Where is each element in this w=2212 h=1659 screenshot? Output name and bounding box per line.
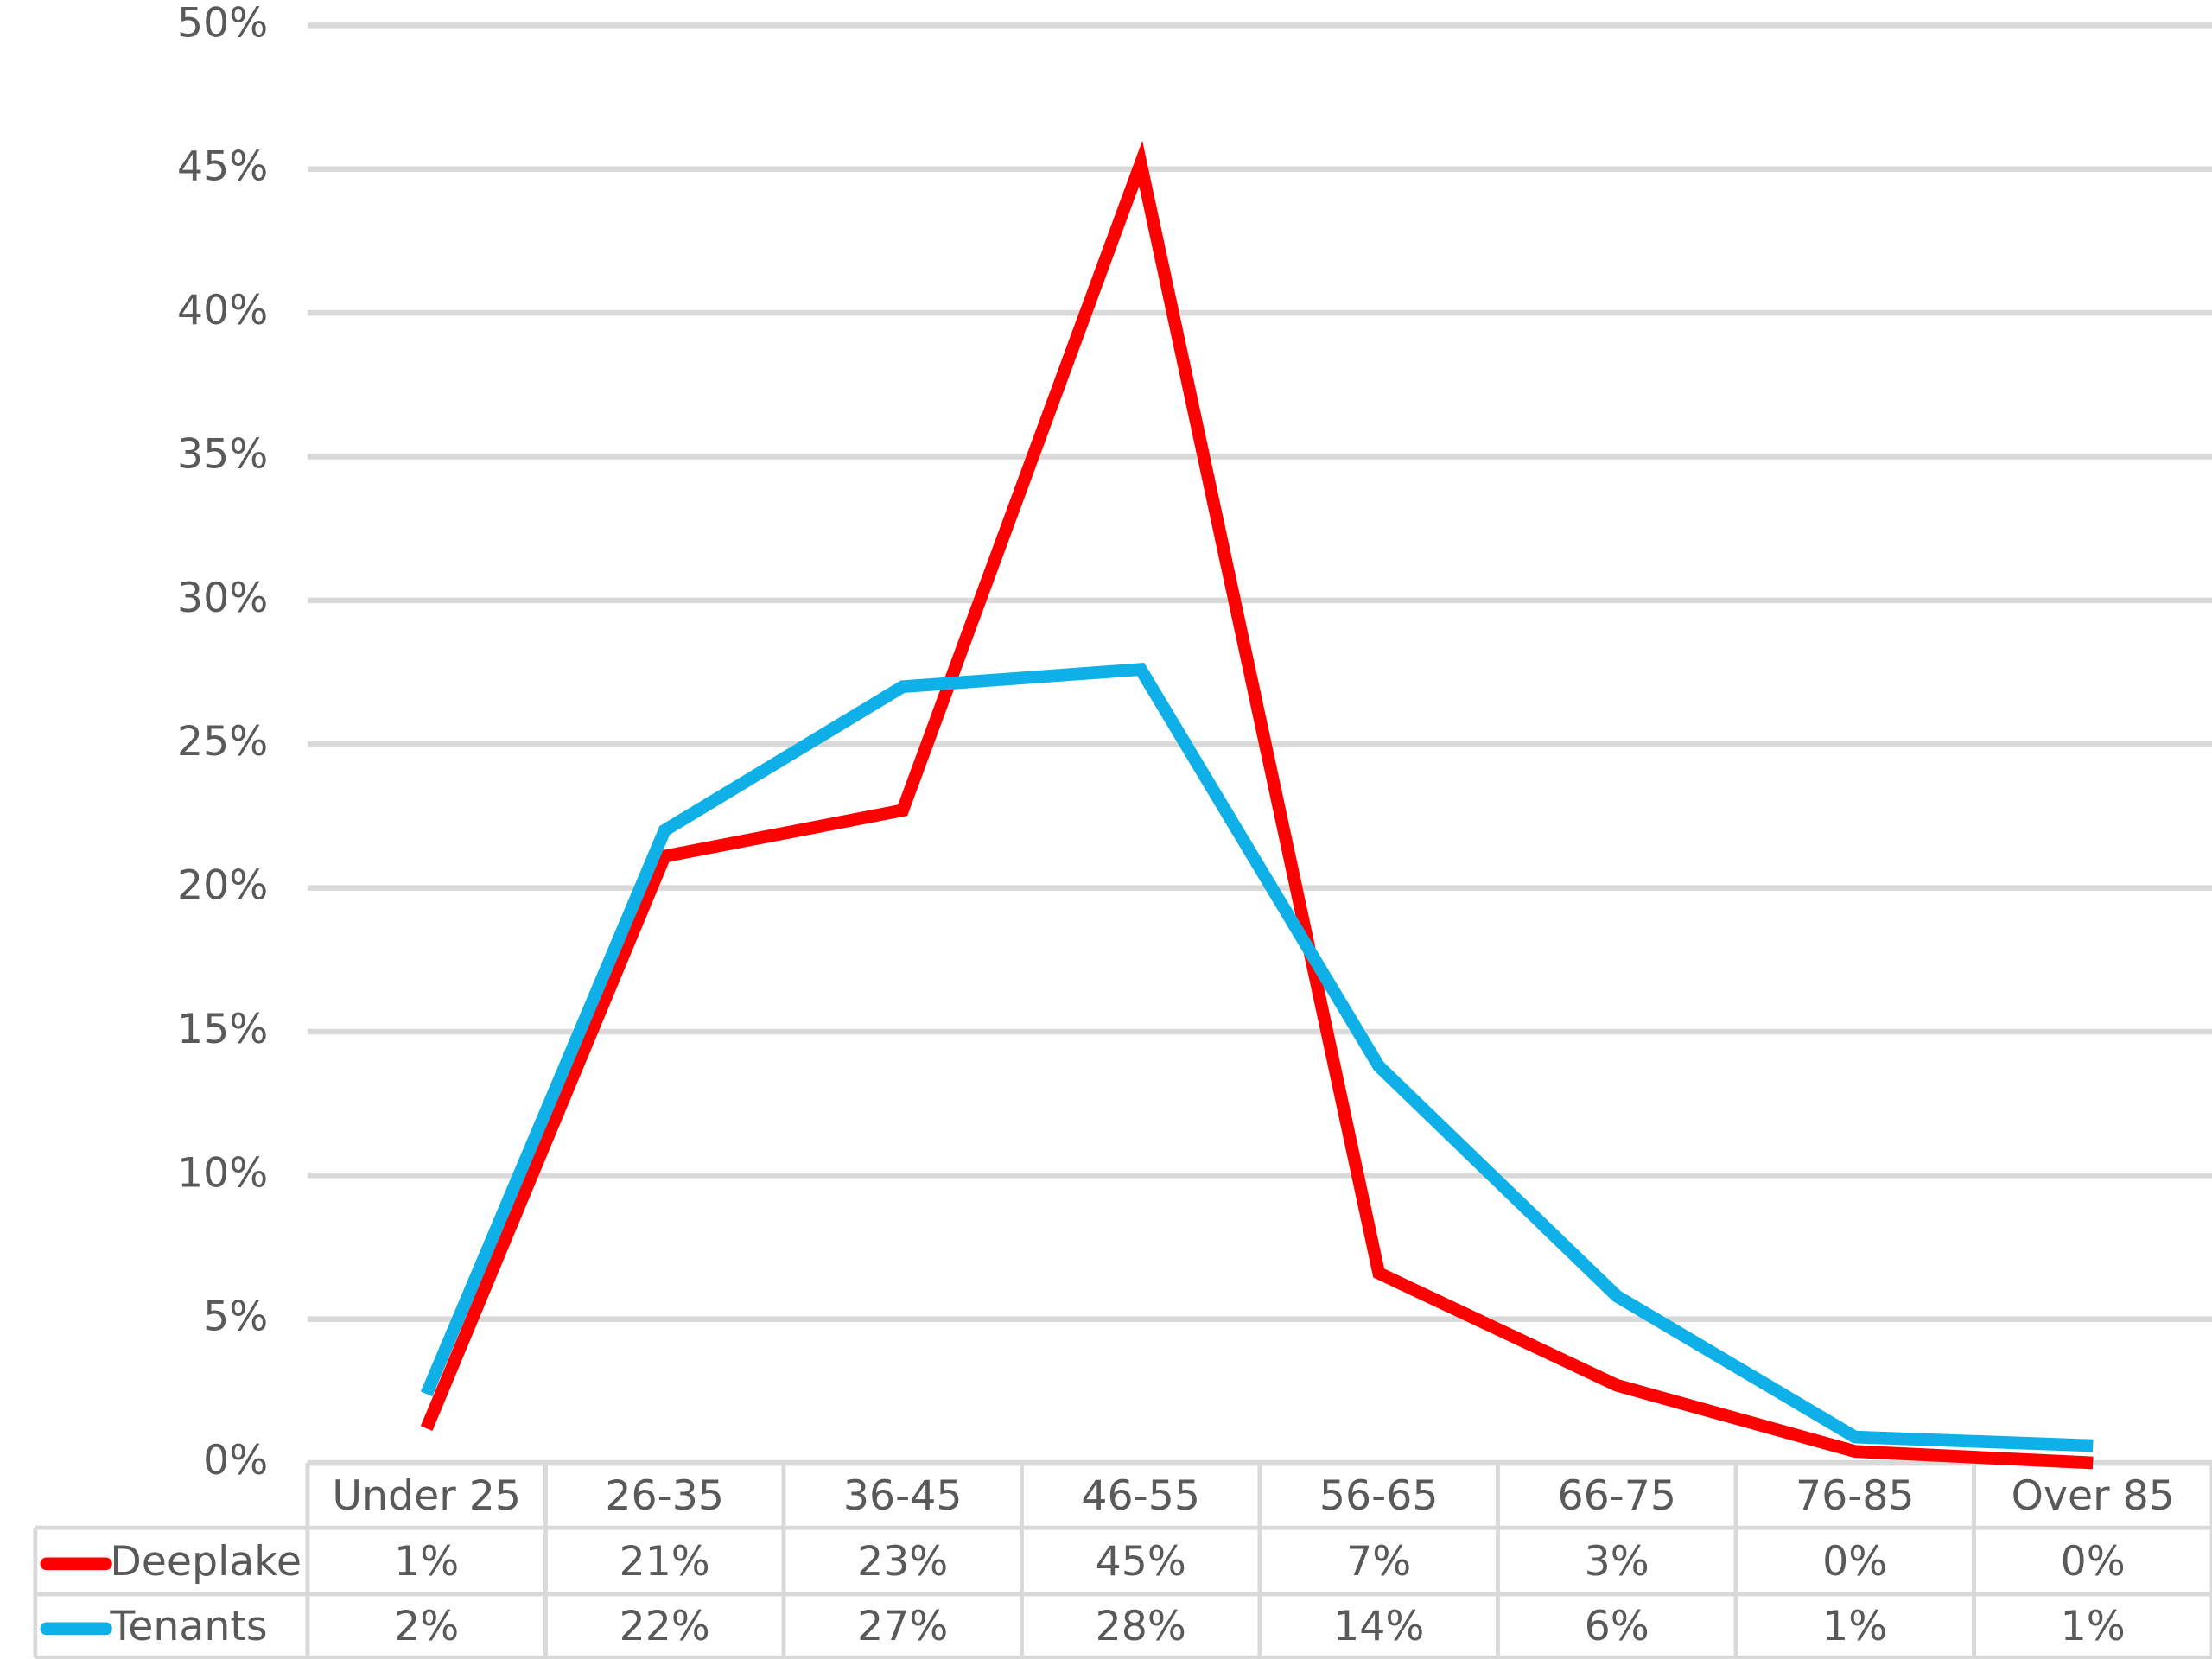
value-label: 1% bbox=[394, 1538, 459, 1586]
value-label: 45% bbox=[1096, 1538, 1186, 1586]
y-tick-label: 10% bbox=[177, 1149, 268, 1197]
legend-label: Deeplake bbox=[110, 1538, 302, 1586]
value-label: 1% bbox=[2061, 1603, 2126, 1650]
series-line bbox=[420, 663, 2094, 1452]
value-label: 27% bbox=[857, 1603, 948, 1650]
y-tick-label: 50% bbox=[177, 0, 268, 47]
y-tick-label: 0% bbox=[203, 1437, 268, 1484]
x-category-label: 36-45 bbox=[843, 1472, 963, 1520]
x-category-label: 76-85 bbox=[1796, 1472, 1915, 1520]
value-label: 6% bbox=[1585, 1603, 1649, 1650]
x-category-label: 66-75 bbox=[1557, 1472, 1676, 1520]
value-label: 2% bbox=[394, 1603, 459, 1650]
value-label: 0% bbox=[2061, 1538, 2126, 1586]
x-category-label: Under 25 bbox=[332, 1472, 521, 1520]
series-line bbox=[420, 140, 2094, 1470]
x-category-label: 26-35 bbox=[605, 1472, 724, 1520]
y-tick-label: 5% bbox=[203, 1294, 268, 1341]
legend-label: Tenants bbox=[109, 1603, 267, 1650]
value-label: 28% bbox=[1096, 1603, 1186, 1650]
x-category-label: Over 85 bbox=[2012, 1472, 2175, 1520]
value-label: 14% bbox=[1333, 1603, 1424, 1650]
x-category-label: 46-55 bbox=[1081, 1472, 1200, 1520]
y-tick-label: 25% bbox=[177, 718, 268, 766]
value-label: 0% bbox=[1822, 1538, 1887, 1586]
value-label: 23% bbox=[857, 1538, 948, 1586]
y-tick-label: 20% bbox=[177, 862, 268, 910]
y-tick-label: 45% bbox=[177, 143, 268, 191]
y-tick-label: 40% bbox=[177, 287, 268, 334]
value-label: 3% bbox=[1585, 1538, 1649, 1586]
y-tick-label: 30% bbox=[177, 575, 268, 622]
value-label: 7% bbox=[1346, 1538, 1411, 1586]
y-tick-label: 15% bbox=[177, 1006, 268, 1053]
y-tick-label: 35% bbox=[177, 430, 268, 478]
value-label: 1% bbox=[1822, 1603, 1887, 1650]
value-label: 22% bbox=[620, 1603, 710, 1650]
value-label: 21% bbox=[620, 1538, 710, 1586]
x-category-label: 56-65 bbox=[1319, 1472, 1439, 1520]
